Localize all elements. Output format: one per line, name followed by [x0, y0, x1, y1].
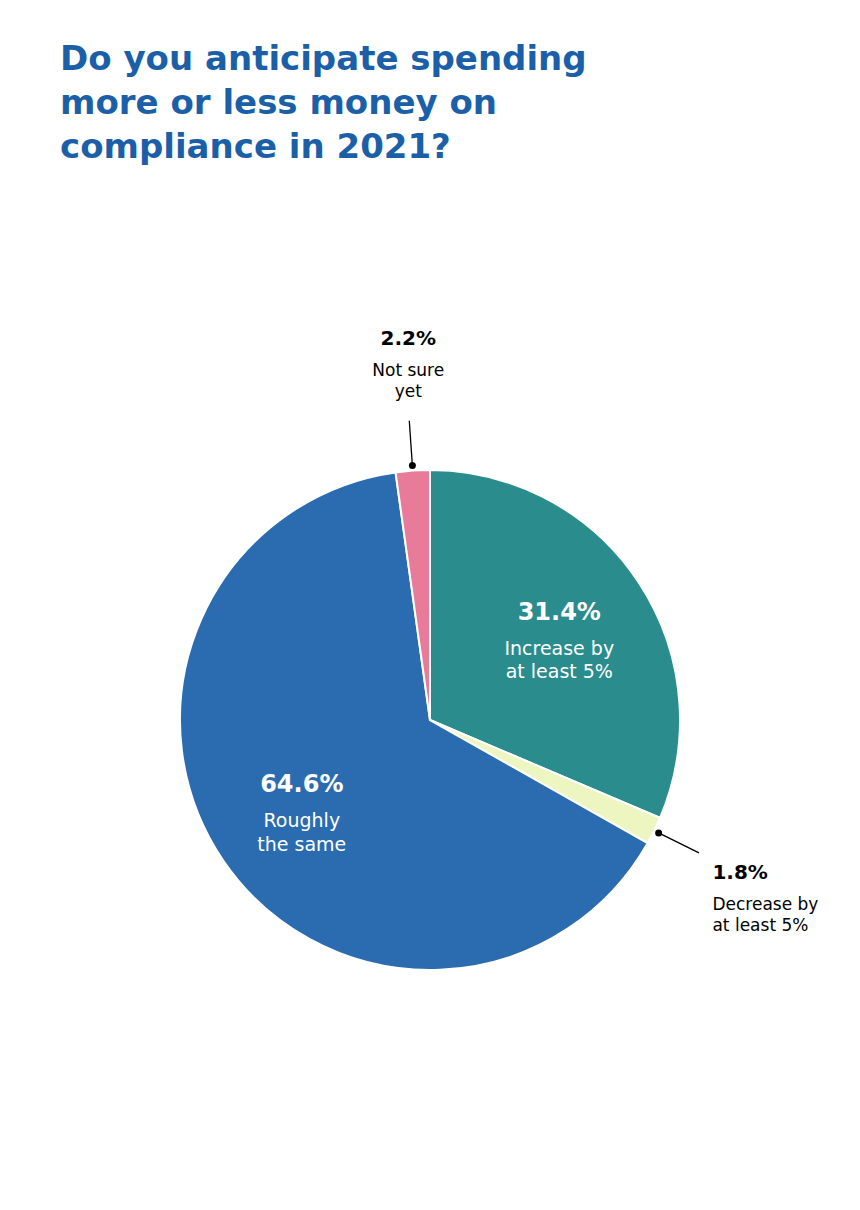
title-line: Do you anticipate spending	[60, 38, 587, 78]
leader-dot	[655, 829, 662, 836]
value-label: 31.4%	[518, 597, 601, 625]
category-label: Decrease byat least 5%	[712, 894, 818, 935]
value-label: 64.6%	[260, 770, 343, 798]
leader-line	[659, 833, 699, 853]
title-line: more or less money on	[60, 82, 497, 122]
title: Do you anticipate spendingmore or less m…	[60, 38, 587, 166]
text-line: at least 5%	[712, 915, 808, 935]
text-line: Increase by	[504, 636, 614, 658]
value-label: 1.8%	[712, 860, 767, 884]
leader-line	[409, 421, 412, 466]
pie: 31.4%Increase byat least 5%1.8%Decrease …	[180, 326, 818, 970]
text-line: at least 5%	[506, 660, 613, 682]
labels: 31.4%Increase byat least 5%1.8%Decrease …	[257, 326, 818, 935]
text-line: Roughly	[263, 809, 340, 831]
title-line: compliance in 2021?	[60, 126, 451, 166]
text-line: the same	[257, 832, 346, 854]
value-label: 2.2%	[381, 326, 436, 350]
chart: Do you anticipate spendingmore or less m…	[0, 0, 860, 1210]
text-line: Not sure	[372, 360, 444, 380]
category-label: Roughlythe same	[257, 809, 346, 855]
category-label: Not sureyet	[372, 360, 444, 401]
text-line: yet	[395, 381, 423, 401]
category-label: Increase byat least 5%	[504, 636, 614, 682]
text-line: Decrease by	[712, 894, 818, 914]
slice	[396, 470, 430, 720]
slices	[180, 470, 680, 970]
leader-dot	[409, 462, 416, 469]
